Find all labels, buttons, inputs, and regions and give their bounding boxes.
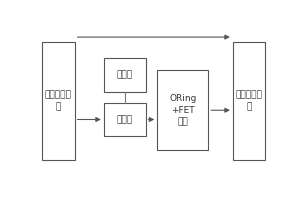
- Text: 充电电路单
元: 充电电路单 元: [45, 91, 72, 111]
- Text: 电源控制单
元: 电源控制单 元: [236, 91, 262, 111]
- Text: 电量计: 电量计: [117, 115, 133, 124]
- Bar: [233, 42, 265, 160]
- Text: ORing
+FET
电路: ORing +FET 电路: [169, 94, 196, 127]
- Bar: [104, 58, 146, 92]
- Bar: [42, 42, 75, 160]
- Bar: [104, 103, 146, 136]
- Bar: [157, 70, 208, 150]
- Text: 电池组: 电池组: [117, 70, 133, 79]
